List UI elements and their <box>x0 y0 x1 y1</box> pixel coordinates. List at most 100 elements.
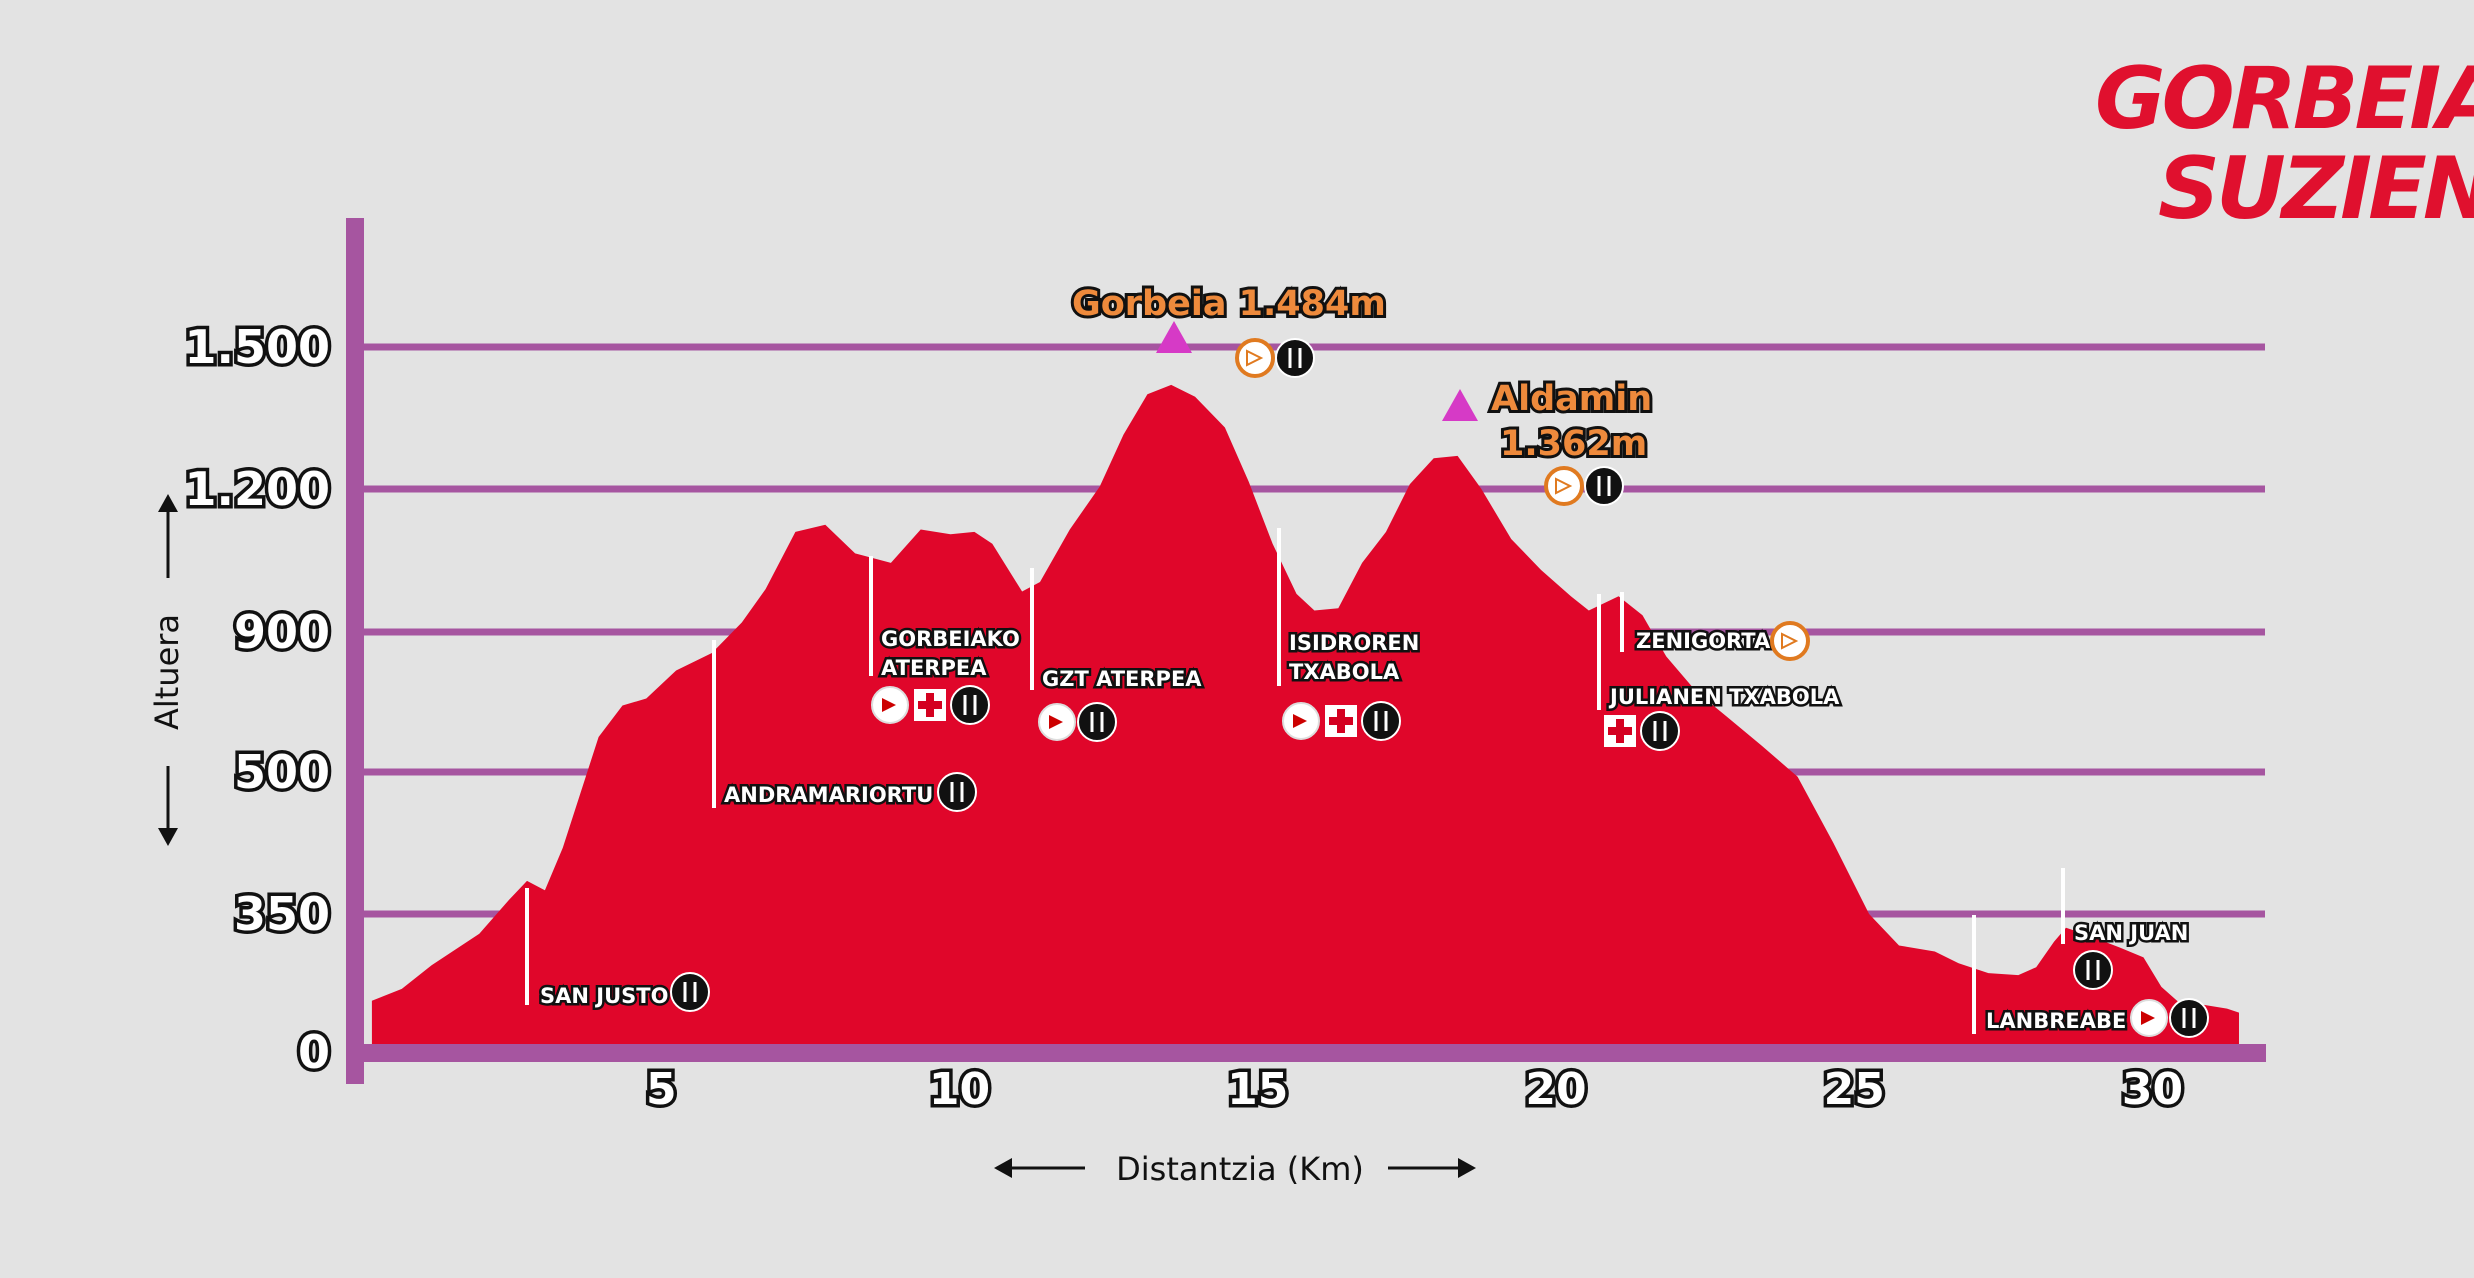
peak-marker: Gorbeia 1.484m <box>1069 281 1389 378</box>
food-icon <box>1640 711 1680 751</box>
waypoint-label: ISIDROREN <box>1289 631 1419 655</box>
control-arrow <box>1293 714 1307 728</box>
food-icon-bg <box>1640 711 1680 751</box>
cross-h <box>1608 727 1632 735</box>
timing-arrow <box>1781 632 1799 650</box>
timing-icon <box>1770 621 1810 661</box>
waypoint-label: ANDRAMARIORTU <box>724 783 933 807</box>
food-icon <box>937 772 977 812</box>
waypoint-label: GZT ATERPEA <box>1042 667 1202 691</box>
control-icon <box>871 686 909 724</box>
food-icon-bg <box>937 772 977 812</box>
x-tick-label: 10 <box>929 1064 990 1115</box>
y-tick-label: 1.500 <box>184 320 330 374</box>
x-tick-labels: 5 10 15 20 25 30 <box>642 1061 2186 1119</box>
timing-icon <box>1235 338 1275 378</box>
waypoint: SAN JUSTO <box>525 888 710 1012</box>
peak-label: Gorbeia 1.484m <box>1072 284 1386 324</box>
cross-h <box>918 701 942 709</box>
y-tick-label: 350 <box>234 887 330 941</box>
x-axis-arrowhead-right <box>1458 1158 1476 1178</box>
waypoint-label: GORBEIAKO <box>881 627 1020 651</box>
food-icon-bg <box>2073 950 2113 990</box>
x-tick-label: 15 <box>1227 1064 1288 1115</box>
logo-line1: GORBEIA <box>2095 49 2474 149</box>
control-icon <box>2130 999 2168 1037</box>
timing-icon <box>1544 466 1584 506</box>
y-axis-arrowhead-down <box>158 828 178 846</box>
waypoint: SAN JUAN <box>2061 868 2191 990</box>
y-axis-title: Altuera <box>148 614 186 730</box>
waypoints: SAN JUSTO ANDRAMARIORTU GORBEIAKO ATERPEA GZ… <box>525 528 2209 1038</box>
waypoint-label: JULIANEN TXABOLA <box>1608 685 1840 709</box>
first-aid-icon <box>1604 715 1636 747</box>
x-axis-arrowhead-left <box>994 1158 1012 1178</box>
waypoint-label: LANBREABE <box>1986 1009 2126 1033</box>
summit-triangle <box>1442 389 1478 421</box>
peaks: Gorbeia 1.484m Aldamin 1.362m <box>1069 281 1655 506</box>
food-icon <box>950 685 990 725</box>
timing-arrow <box>1555 477 1573 495</box>
y-axis-line <box>346 218 364 1084</box>
y-axis-arrowhead-up <box>158 494 178 512</box>
food-icon <box>1275 338 1315 378</box>
waypoint: ZENIGORTA <box>1620 592 1810 661</box>
timing-icon-bg <box>1544 466 1584 506</box>
timing-icon-bg <box>1770 621 1810 661</box>
food-icon-bg <box>1275 338 1315 378</box>
axes <box>346 218 2266 1084</box>
y-tick-label: 0 <box>298 1025 330 1079</box>
waypoint: JULIANEN TXABOLA <box>1597 594 1843 751</box>
food-icon-bg <box>670 972 710 1012</box>
logo-line2: SUZIEN <box>2158 139 2474 239</box>
food-icon-bg <box>1077 702 1117 742</box>
first-aid-icon <box>1325 705 1357 737</box>
food-icon-bg <box>950 685 990 725</box>
waypoint-label: SAN JUSTO <box>540 984 668 1008</box>
x-tick-label: 5 <box>646 1064 677 1115</box>
control-icon <box>1282 702 1320 740</box>
food-icon <box>1584 466 1624 506</box>
y-tick-label: 500 <box>234 745 330 799</box>
control-arrow <box>1049 715 1063 729</box>
food-icon-bg <box>2169 998 2209 1038</box>
summit-triangle <box>1156 321 1192 353</box>
timing-arrow <box>1246 349 1264 367</box>
cross-h <box>1329 717 1353 725</box>
control-arrow <box>882 698 896 712</box>
first-aid-icon <box>914 689 946 721</box>
y-tick-label: 1.200 <box>184 462 330 516</box>
x-axis-title: Distantzia (Km) <box>1116 1150 1364 1188</box>
peak-marker: Aldamin 1.362m <box>1442 376 1655 506</box>
y-tick-label: 900 <box>234 605 330 659</box>
timing-icon-bg <box>1235 338 1275 378</box>
y-axis-title-group: Altuera <box>148 494 186 846</box>
y-tick-labels: 0 350 500 900 1.200 1.500 <box>181 317 334 1083</box>
waypoint-label: SAN JUAN <box>2074 921 2188 945</box>
waypoint-label: ATERPEA <box>881 656 987 680</box>
waypoint: GORBEIAKO ATERPEA <box>869 556 1022 725</box>
food-icon <box>1361 701 1401 741</box>
waypoint-label: TXABOLA <box>1289 660 1400 684</box>
x-tick-label: 25 <box>1824 1064 1885 1115</box>
x-axis-title-group: Distantzia (Km) <box>994 1150 1476 1188</box>
waypoint: LANBREABE <box>1972 915 2209 1038</box>
food-icon <box>2073 950 2113 990</box>
brand-logo: GORBEIA SUZIEN <box>2095 49 2474 239</box>
waypoint: ANDRAMARIORTU <box>712 640 977 812</box>
food-icon <box>670 972 710 1012</box>
x-tick-label: 20 <box>1525 1064 1586 1115</box>
food-icon-bg <box>1584 466 1624 506</box>
waypoint: ISIDROREN TXABOLA <box>1277 528 1422 741</box>
peak-label: Aldamin <box>1491 379 1652 419</box>
food-icon <box>1077 702 1117 742</box>
x-axis-line <box>346 1044 2266 1062</box>
waypoint: GZT ATERPEA <box>1030 568 1205 742</box>
control-icon <box>1038 703 1076 741</box>
peak-label: 1.362m <box>1500 424 1647 464</box>
waypoint-label: ZENIGORTA <box>1636 629 1771 653</box>
x-tick-label: 30 <box>2122 1064 2183 1115</box>
control-arrow <box>2141 1011 2155 1025</box>
food-icon <box>2169 998 2209 1038</box>
